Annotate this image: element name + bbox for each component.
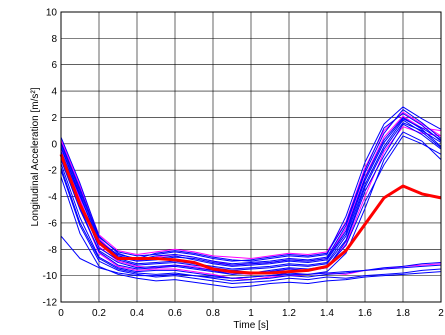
x-tick-label: 0.6 bbox=[168, 308, 182, 319]
y-tick-label: -8 bbox=[48, 245, 57, 256]
x-tick-label: 2 bbox=[438, 308, 444, 319]
x-tick-label: 1 bbox=[248, 308, 254, 319]
y-tick-label: 6 bbox=[51, 60, 57, 71]
y-tick-label: 0 bbox=[51, 139, 57, 150]
series-line-11 bbox=[60, 113, 442, 262]
series-line-15 bbox=[60, 167, 442, 282]
x-tick-label: 1.4 bbox=[320, 308, 334, 319]
x-tick-label: 1.8 bbox=[396, 308, 410, 319]
y-tick-label: -12 bbox=[43, 298, 58, 309]
y-tick-label: 10 bbox=[46, 8, 58, 19]
mean-series-line bbox=[59, 153, 442, 275]
x-axis-title: Time [s] bbox=[233, 320, 268, 331]
x-tick-label: 1.2 bbox=[282, 308, 296, 319]
y-tick-label: 2 bbox=[51, 113, 57, 124]
plot-frame bbox=[60, 11, 442, 303]
x-tick-label: 0.2 bbox=[92, 308, 106, 319]
series-line-9 bbox=[60, 106, 442, 262]
y-tick-label: -4 bbox=[48, 192, 57, 203]
y-tick-label: -6 bbox=[48, 218, 57, 229]
series-line-8 bbox=[60, 170, 442, 285]
series-group bbox=[59, 106, 442, 288]
x-tick-label: 1.6 bbox=[358, 308, 372, 319]
series-line-12 bbox=[60, 176, 442, 288]
y-tick-label: 8 bbox=[51, 34, 57, 45]
x-tick-label: 0.4 bbox=[130, 308, 144, 319]
axis-ticks: 0 0.2 0.4 0.6 0.8 1 1.2 1.4 1.6 1.8 2 -12 -10 -8 -6 -4 -… bbox=[43, 8, 445, 320]
series-line-6 bbox=[60, 119, 442, 270]
y-tick-label: -10 bbox=[43, 271, 58, 282]
x-tick-label: 0 bbox=[58, 308, 64, 319]
x-tick-label: 0.8 bbox=[206, 308, 220, 319]
y-tick-label: -2 bbox=[48, 166, 57, 177]
series-line-13 bbox=[60, 122, 442, 271]
series-line-16 bbox=[60, 235, 442, 279]
y-tick-label: 4 bbox=[51, 87, 57, 98]
y-axis-title: Longitudinal Acceleration [m/s²] bbox=[30, 87, 41, 226]
